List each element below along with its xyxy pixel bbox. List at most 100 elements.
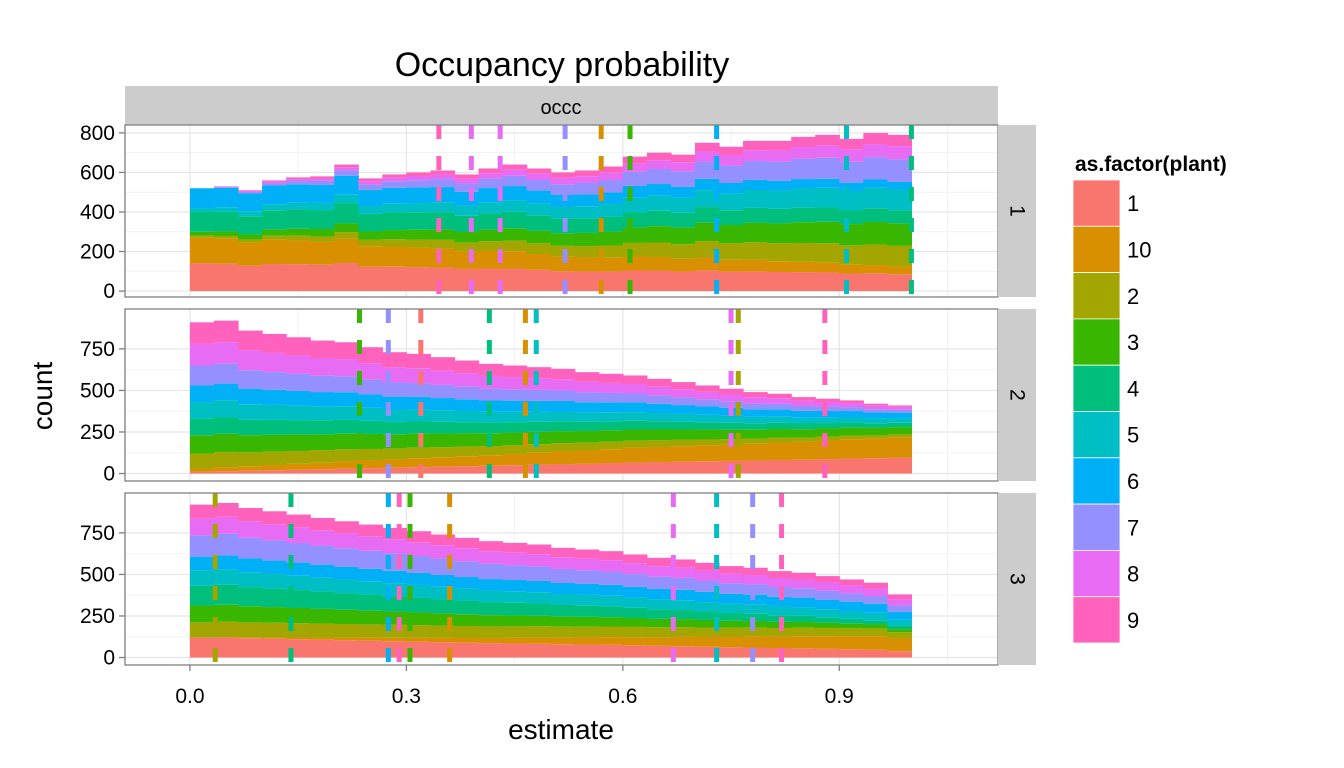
bar-segment-plant-9 [887, 594, 913, 600]
bar-segment-plant-6 [622, 586, 648, 598]
bar-segment-plant-7 [430, 384, 456, 399]
bar-segment-plant-9 [358, 524, 383, 537]
bar-segment-plant-9 [430, 170, 456, 175]
bar-segment-plant-6 [550, 194, 576, 208]
legend-title: as.factor(plant) [1075, 153, 1227, 176]
bar-segment-plant-6 [598, 584, 624, 596]
bar-segment-plant-6 [213, 383, 239, 401]
bar-segment-plant-7 [574, 570, 600, 584]
y-tick-label: 750 [80, 338, 115, 361]
bar-segment-plant-8 [334, 359, 359, 377]
bar-segment-plant-9 [887, 405, 913, 407]
bar-segment-plant-1 [310, 639, 335, 658]
bar-segment-plant-10 [286, 637, 311, 640]
bar-segment-plant-6 [334, 392, 359, 407]
bar-segment-plant-4 [238, 216, 263, 235]
y-tick-label: 250 [80, 605, 115, 628]
bar-segment-plant-3 [189, 231, 215, 236]
bar-segment-plant-6 [189, 385, 215, 403]
bar-segment-plant-5 [358, 581, 383, 595]
bar-segment-plant-4 [719, 422, 744, 430]
bar-segment-plant-3 [743, 429, 768, 439]
bar-segment-plant-9 [670, 559, 696, 568]
bar-segment-plant-4 [767, 422, 792, 430]
bar-segment-plant-8 [670, 162, 696, 172]
bar-segment-plant-6 [574, 194, 600, 207]
bar-segment-plant-5 [406, 584, 432, 598]
bar-segment-plant-3 [743, 621, 768, 628]
bar-segment-plant-8 [430, 370, 456, 385]
bar-segment-plant-7 [791, 588, 816, 598]
bar-segment-plant-2 [213, 621, 239, 638]
bar-segment-plant-4 [310, 420, 335, 435]
bar-segment-plant-10 [526, 452, 552, 465]
bar-segment-plant-7 [670, 397, 696, 406]
bar-segment-plant-7 [454, 386, 480, 400]
bar-segment-plant-4 [502, 602, 528, 616]
bar-segment-plant-10 [815, 636, 840, 649]
bar-segment-plant-10 [189, 237, 215, 264]
bar-segment-plant-4 [743, 423, 768, 430]
bar-segment-plant-10 [262, 239, 287, 265]
bar-segment-plant-4 [839, 210, 864, 225]
bar-segment-plant-4 [526, 603, 552, 616]
bar-segment-plant-10 [839, 439, 864, 459]
bar-segment-plant-9 [526, 544, 552, 555]
bar-segment-plant-8 [334, 167, 359, 171]
bar-segment-plant-7 [743, 161, 768, 180]
bar-segment-plant-8 [454, 373, 480, 387]
bar-segment-plant-1 [502, 268, 528, 292]
bar-segment-plant-2 [815, 243, 840, 263]
bar-segment-plant-1 [286, 264, 311, 292]
bar-segment-plant-8 [550, 177, 576, 185]
bar-segment-plant-8 [743, 150, 768, 162]
bar-segment-plant-2 [358, 239, 383, 247]
bar-segment-plant-6 [213, 555, 239, 570]
bar-segment-plant-1 [719, 647, 744, 658]
bar-segment-plant-7 [213, 187, 239, 188]
bar-segment-plant-4 [430, 212, 456, 230]
bar-segment-plant-6 [310, 564, 335, 578]
bar-segment-plant-5 [887, 189, 913, 211]
bar-segment-plant-8 [478, 551, 504, 564]
legend-label: 8 [1127, 562, 1139, 587]
bar-segment-plant-7 [887, 605, 913, 612]
bar-segment-plant-3 [791, 429, 816, 438]
bar-segment-plant-3 [574, 431, 600, 443]
bar-segment-plant-1 [694, 461, 720, 474]
bar-segment-plant-3 [430, 433, 456, 448]
bar-segment-plant-10 [454, 456, 480, 467]
bar-segment-plant-10 [238, 466, 263, 471]
bar-segment-plant-5 [622, 597, 648, 608]
bar-segment-plant-1 [887, 651, 913, 658]
bar-segment-plant-4 [767, 208, 792, 224]
bar-segment-plant-9 [334, 342, 359, 360]
bar-segment-plant-8 [815, 582, 840, 591]
bar-segment-plant-8 [502, 377, 528, 390]
bar-segment-plant-3 [815, 428, 840, 437]
bar-segment-plant-7 [262, 540, 287, 561]
facet-strip-1 [998, 125, 1036, 297]
bar-segment-plant-4 [213, 584, 239, 605]
bar-segment-plant-8 [189, 343, 215, 366]
bar-segment-plant-5 [694, 602, 720, 612]
bar-segment-plant-3 [550, 233, 576, 246]
bar-segment-plant-7 [767, 403, 792, 410]
bar-segment-plant-10 [670, 258, 696, 272]
bar-segment-plant-8 [454, 178, 480, 184]
bar-segment-plant-1 [622, 270, 648, 292]
bar-segment-plant-3 [334, 223, 359, 233]
bar-segment-plant-9 [334, 521, 359, 534]
bar-segment-plant-1 [238, 470, 263, 474]
bar-segment-plant-2 [334, 449, 359, 462]
bar-segment-plant-1 [454, 268, 480, 292]
bar-segment-plant-7 [310, 545, 335, 565]
bar-segment-plant-10 [189, 468, 215, 472]
bar-segment-plant-3 [670, 227, 696, 245]
bar-segment-plant-4 [454, 600, 480, 615]
bar-segment-plant-4 [358, 594, 383, 611]
bar-segment-plant-7 [815, 590, 840, 600]
facet-strip-label: 3 [1006, 573, 1029, 585]
bar-segment-plant-7 [334, 376, 359, 393]
